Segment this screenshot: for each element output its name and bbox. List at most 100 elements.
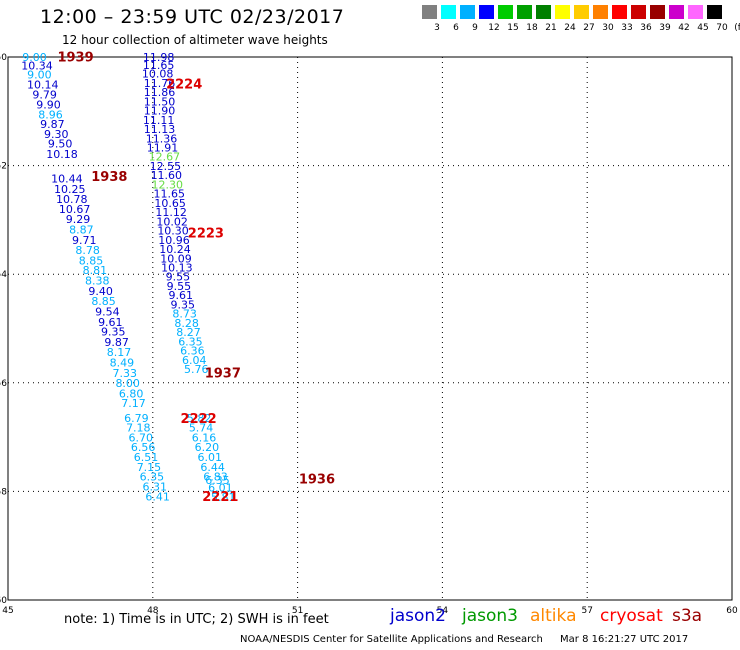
track-id-label: 2221 bbox=[202, 490, 238, 505]
wave-height-value: 8.85 bbox=[79, 254, 104, 267]
scale-label: 9 bbox=[472, 23, 478, 33]
lon-tick-label: 54 bbox=[437, 606, 449, 616]
wave-height-value: 11.60 bbox=[151, 169, 183, 182]
map-border bbox=[7, 56, 733, 601]
wave-height-value: 11.12 bbox=[155, 206, 187, 219]
wave-height-value: 6.83 bbox=[203, 471, 228, 484]
wave-height-value: 9.71 bbox=[72, 234, 97, 247]
scale-label: 39 bbox=[659, 23, 671, 33]
legend-s3a: s3a bbox=[672, 606, 703, 626]
scale-swatch bbox=[650, 5, 665, 19]
lat-tick-label: -60 bbox=[0, 596, 7, 606]
wave-height-value: 5.81 bbox=[211, 491, 236, 504]
wave-height-value: 10.24 bbox=[159, 243, 191, 256]
footer-credit: NOAA/NESDIS Center for Satellite Applica… bbox=[240, 634, 543, 645]
wave-height-value: 6.80 bbox=[119, 387, 144, 400]
scale-swatch bbox=[536, 5, 551, 19]
wave-height-value: 8.78 bbox=[75, 244, 100, 257]
wave-height-value: 9.61 bbox=[169, 289, 194, 302]
lon-tick-label: 57 bbox=[581, 606, 592, 616]
wave-height-value: 12.67 bbox=[149, 151, 181, 164]
wave-height-value: 6.79 bbox=[124, 412, 149, 425]
scale-swatch bbox=[460, 5, 475, 19]
track-id-label: 1937 bbox=[205, 366, 241, 381]
track-id-label: 2223 bbox=[188, 226, 224, 241]
wave-height-value: 5.76 bbox=[184, 363, 209, 376]
wave-height-value: 9.55 bbox=[167, 280, 192, 293]
wave-height-value: 11.65 bbox=[153, 188, 185, 201]
wave-height-value: 6.16 bbox=[192, 431, 217, 444]
wave-height-value: 12.55 bbox=[150, 160, 182, 173]
wave-height-value: 9.87 bbox=[40, 118, 65, 131]
track-id-label: 1936 bbox=[299, 472, 335, 487]
legend-cryosat: cryosat bbox=[600, 606, 663, 626]
wave-height-value: 10.30 bbox=[157, 225, 189, 238]
wave-height-value: 11.13 bbox=[144, 123, 176, 136]
wave-height-value: 11.65 bbox=[143, 59, 175, 72]
wave-height-value: 12.30 bbox=[152, 178, 184, 191]
lon-tick-label: 51 bbox=[292, 606, 303, 616]
scale-label: 33 bbox=[621, 23, 633, 33]
scale-label: 42 bbox=[678, 23, 690, 33]
wave-height-value: 6.04 bbox=[182, 354, 207, 367]
footer-date: Mar 8 16:21:27 UTC 2017 bbox=[560, 634, 689, 645]
wave-height-value: 10.78 bbox=[56, 193, 88, 206]
scale-label: 6 bbox=[453, 23, 459, 33]
scale-label: 27 bbox=[583, 23, 595, 33]
track-id-label: 1938 bbox=[91, 170, 127, 185]
wave-height-value: 10.96 bbox=[158, 234, 190, 247]
wave-height-value: 8.73 bbox=[172, 308, 197, 321]
wave-height-value: 6.41 bbox=[145, 491, 170, 504]
scale-label: 21 bbox=[545, 23, 557, 33]
wave-height-value: 8.27 bbox=[176, 326, 201, 339]
lon-tick-label: 48 bbox=[147, 606, 159, 616]
scale-label: 24 bbox=[564, 23, 576, 33]
wave-height-value: 9.29 bbox=[66, 213, 91, 226]
wave-height-value: 9.35 bbox=[170, 298, 195, 311]
wave-height-value: 9.87 bbox=[104, 336, 129, 349]
wave-height-value: 8.00 bbox=[115, 377, 140, 390]
wave-height-value: 6.01 bbox=[208, 481, 233, 494]
wave-height-value: 8.96 bbox=[38, 108, 63, 121]
wave-height-value: 7.15 bbox=[137, 461, 162, 474]
scale-swatch bbox=[593, 5, 608, 19]
wave-height-value: 6.56 bbox=[131, 441, 156, 454]
wave-height-value: 10.25 bbox=[54, 183, 86, 196]
track-id-label: 2222 bbox=[181, 412, 217, 427]
scale-swatch bbox=[441, 5, 456, 19]
wave-height-value: 7.17 bbox=[121, 397, 146, 410]
wave-height-value: 9.90 bbox=[36, 99, 61, 112]
wave-height-value: 6.20 bbox=[195, 441, 220, 454]
scale-swatch bbox=[574, 5, 589, 19]
scale-swatch bbox=[479, 5, 494, 19]
wave-height-value: 10.09 bbox=[160, 252, 192, 265]
scale-label: 45 bbox=[697, 23, 709, 33]
wave-height-value: 6.44 bbox=[200, 461, 225, 474]
wave-height-value: 11.50 bbox=[144, 95, 176, 108]
wave-height-value: 8.81 bbox=[83, 264, 108, 277]
lat-tick-label: -56 bbox=[0, 379, 7, 389]
scale-swatch bbox=[669, 5, 684, 19]
lon-tick-label: 60 bbox=[726, 606, 738, 616]
wave-height-value: 6.35 bbox=[205, 474, 230, 487]
legend-jason3: jason3 bbox=[462, 606, 518, 626]
wave-height-value: 6.35 bbox=[178, 335, 203, 348]
wave-height-value: 7.18 bbox=[126, 422, 151, 435]
track-id-label: 1939 bbox=[57, 50, 93, 65]
legend-altika: altika bbox=[530, 606, 577, 626]
wave-height-value: 11.98 bbox=[143, 51, 175, 64]
wave-height-value: 11.36 bbox=[146, 132, 178, 145]
wave-height-value: 5.82 bbox=[187, 412, 212, 425]
wave-height-value: 9.00 bbox=[22, 51, 47, 64]
scale-swatch bbox=[688, 5, 703, 19]
wave-height-value: 10.44 bbox=[51, 172, 83, 185]
scale-swatch bbox=[517, 5, 532, 19]
wave-height-value: 10.08 bbox=[142, 68, 174, 81]
scale-label: 36 bbox=[640, 23, 652, 33]
scale-label: 12 bbox=[488, 23, 500, 33]
wave-height-value: 10.14 bbox=[27, 78, 59, 91]
wave-height-value: 8.85 bbox=[91, 295, 116, 308]
legend-jason2: jason2 bbox=[390, 606, 446, 626]
wave-height-value: 11.90 bbox=[144, 105, 176, 118]
wave-height-value: 9.40 bbox=[88, 285, 113, 298]
